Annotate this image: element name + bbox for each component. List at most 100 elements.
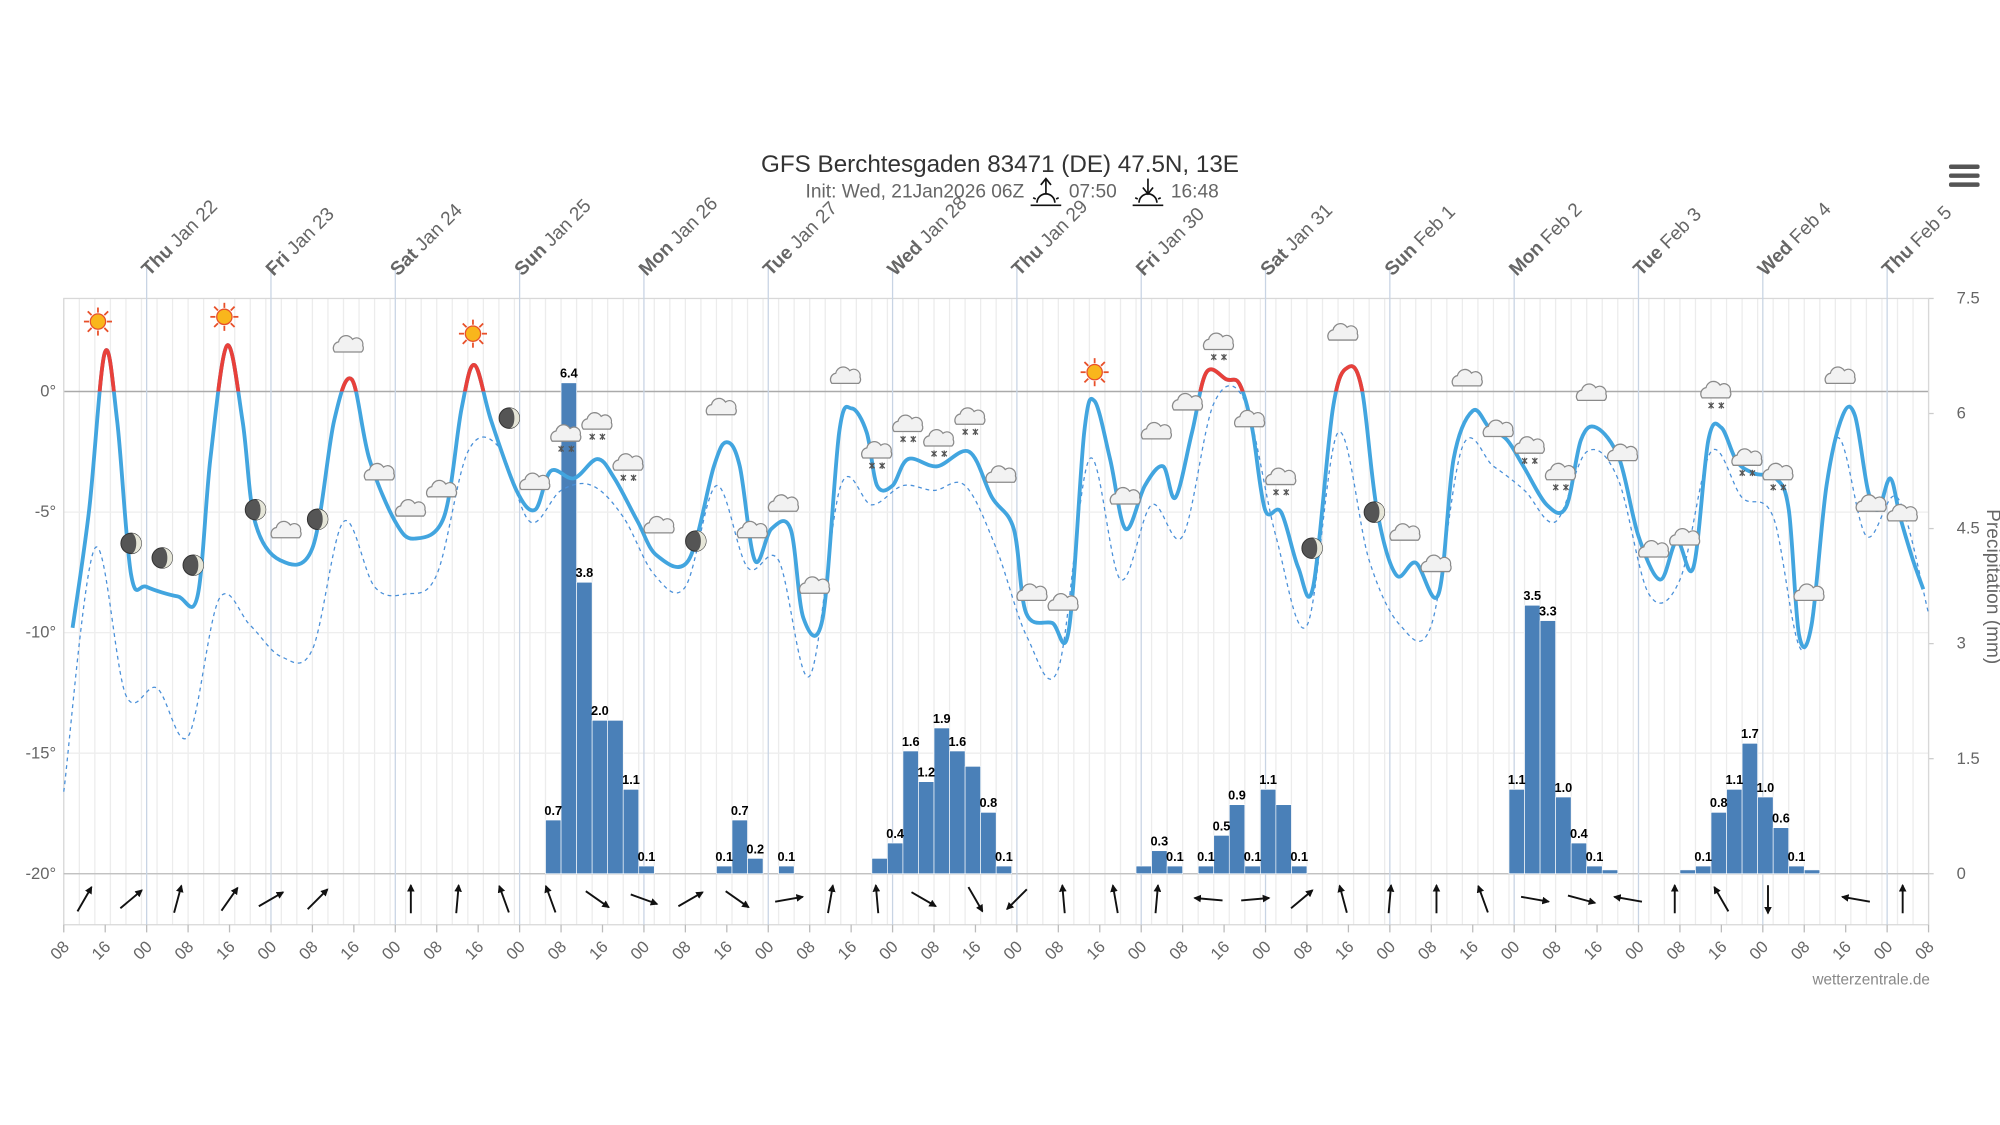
x-tick-label: 16	[1207, 937, 1233, 963]
precipitation-bar	[638, 865, 655, 875]
temperature-line	[70, 343, 1926, 649]
x-tick-label: 00	[875, 937, 901, 963]
wind-arrow	[544, 884, 557, 913]
day-label: Wed Feb 4	[1754, 199, 1836, 281]
menu-bar[interactable]	[1948, 164, 1980, 170]
y-tick-label: 0°	[40, 382, 56, 401]
day-label: Tue Feb 3	[1630, 204, 1706, 280]
precipitation-label: 6.4	[560, 366, 579, 381]
wind-arrow	[1290, 889, 1314, 909]
precipitation-bar	[545, 819, 562, 875]
precipitation-bar	[1524, 604, 1541, 875]
wind-arrow	[1153, 883, 1162, 914]
day-label: Mon Feb 2	[1505, 199, 1586, 280]
x-tick-label: 08	[1911, 937, 1937, 963]
menu-bar[interactable]	[1948, 173, 1980, 178]
precipitation-label: 0.1	[1586, 849, 1604, 864]
x-tick-label: 00	[1746, 937, 1772, 963]
weather-symbol	[1575, 383, 1608, 402]
weather-symbol	[1824, 366, 1856, 385]
wind-arrow	[630, 893, 659, 906]
precipitation-label: 0.1	[1694, 849, 1712, 864]
precipitation-label: 1.1	[1508, 772, 1526, 787]
precipitation-label: 1.0	[1757, 780, 1775, 795]
weather-symbol	[1301, 537, 1323, 560]
weather-symbol	[985, 465, 1017, 483]
weather-symbol	[684, 530, 707, 552]
precipitation-label: 0.1	[1788, 849, 1806, 864]
weather-symbol	[1389, 523, 1421, 541]
x-tick-label: 00	[1621, 937, 1647, 963]
day-date: Jan 22	[166, 196, 221, 251]
x-tick-label: 08	[1290, 937, 1316, 963]
precipitation-bar	[1151, 850, 1168, 875]
x-tick-label: 08	[295, 937, 321, 963]
weather-symbol	[767, 494, 800, 512]
precipitation-label: 0.2	[746, 841, 764, 856]
day-label: Sat Jan 31	[1257, 200, 1337, 280]
sunset-time: 16:48	[1171, 182, 1219, 203]
day-date: Feb 5	[1907, 202, 1956, 251]
y2-tick-label: 1.5	[1957, 749, 1980, 768]
y2-tick-label: 3	[1957, 634, 1966, 653]
precipitation-bar	[887, 842, 904, 875]
weather-symbol	[1855, 494, 1887, 512]
day-label: Fri Jan 23	[262, 204, 339, 281]
y-tick-label: -20°	[26, 864, 57, 883]
precipitation-label: 0.7	[731, 803, 749, 818]
weather-symbol	[1793, 583, 1825, 602]
wind-arrow	[1241, 894, 1271, 903]
wind-arrow	[967, 886, 984, 913]
weather-symbol	[394, 499, 427, 517]
weather-symbol	[458, 318, 488, 349]
precipitation-bar	[1741, 743, 1758, 875]
wind-arrow	[585, 890, 610, 909]
x-tick-label: 16	[958, 937, 984, 963]
chart-title: GFS Berchtesgaden 83471 (DE) 47.5N, 13E	[761, 151, 1239, 178]
precipitation-bar	[1539, 620, 1556, 875]
menu-bar[interactable]	[1948, 182, 1980, 187]
precipitation-label: 0.4	[886, 826, 905, 841]
wind-arrow	[1110, 884, 1119, 914]
weather-symbol	[1363, 501, 1386, 523]
wind-arrow	[677, 891, 704, 908]
x-tick-label: 08	[1663, 937, 1689, 963]
x-tick-label: 16	[1580, 937, 1606, 963]
precipitation-label: 0.9	[1228, 788, 1246, 803]
precipitation-bar	[871, 858, 888, 875]
y2-axis-title: Precipitation (mm)	[1982, 509, 2000, 664]
wind-arrow	[258, 891, 285, 908]
precipitation-bar	[1757, 796, 1774, 875]
wind-arrow	[1567, 894, 1597, 905]
precipitation-label: 1.6	[902, 734, 920, 749]
precipitation-label: 3.5	[1523, 588, 1541, 603]
precipitation-bar	[1788, 865, 1805, 875]
x-tick-label: 16	[1082, 937, 1108, 963]
x-tick-label: 08	[1165, 937, 1191, 963]
precipitation-bar	[964, 766, 981, 875]
weather-symbol	[332, 335, 365, 353]
x-tick-label: 16	[88, 937, 114, 963]
precipitation-bar	[949, 750, 966, 875]
menu-button[interactable]	[1948, 164, 1980, 187]
precipitation-bar	[1291, 865, 1308, 875]
day-label: Thu Jan 29	[1008, 196, 1092, 280]
wind-arrow	[1840, 894, 1871, 903]
weather-symbol	[1638, 539, 1670, 558]
weather-symbol	[1482, 419, 1514, 438]
precipitation-bar	[1586, 865, 1603, 875]
y2-tick-label: 6	[1957, 404, 1966, 423]
wind-arrow	[774, 894, 805, 903]
weather-symbol	[306, 508, 329, 531]
x-tick-label: 00	[254, 937, 280, 963]
x-tick-label: 00	[1124, 937, 1150, 963]
precipitation-bar	[731, 819, 748, 875]
wind-arrow	[497, 884, 510, 913]
wind-arrow	[76, 885, 93, 912]
dewpoint-line	[63, 385, 1930, 792]
day-date: Jan 26	[667, 193, 722, 248]
precipitation-bar	[778, 865, 795, 875]
day-weekday: Tue	[759, 242, 797, 280]
weather-symbol	[1669, 527, 1701, 546]
day-weekday: Thu	[1878, 241, 1918, 281]
